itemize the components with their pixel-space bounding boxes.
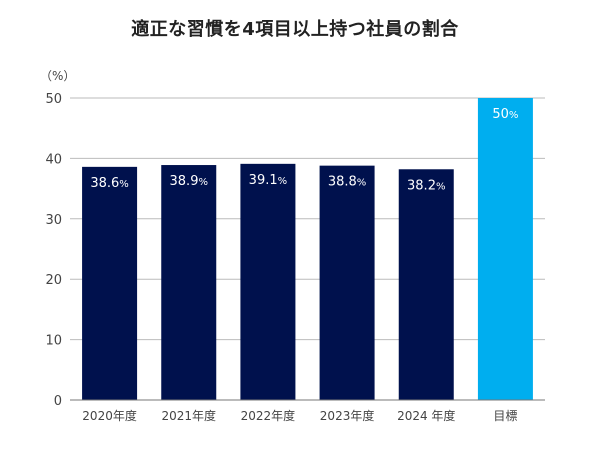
y-tick-label: 20 [45,273,62,288]
bar [240,163,296,400]
x-tick-label: 2021年度 [161,408,216,423]
data-label: 38.2% [407,178,445,193]
bar [161,165,217,400]
bar [398,169,454,400]
x-tick-label: 2023年度 [320,408,375,423]
x-tick-label: 2020年度 [82,408,137,423]
y-unit-label: （%） [40,69,75,83]
x-tick-label: 2022年度 [241,408,296,423]
y-tick-label: 40 [45,152,62,167]
y-tick-label: 0 [54,394,62,409]
chart-title: 適正な習慣を4項目以上持つ社員の割合 [131,19,459,40]
x-tick-label: 2024 年度 [397,408,455,423]
y-tick-label: 30 [45,213,62,228]
bar [319,165,375,400]
data-label: 50% [492,107,518,122]
data-label: 38.6% [90,176,128,191]
bar [82,166,138,400]
x-tick-label: 目標 [493,409,517,423]
target-bar [477,98,533,400]
data-label: 38.8% [328,175,366,190]
y-tick-label: 50 [45,92,62,107]
data-label: 39.1% [249,173,287,188]
data-label: 38.9% [170,174,208,189]
y-tick-label: 10 [45,334,62,349]
